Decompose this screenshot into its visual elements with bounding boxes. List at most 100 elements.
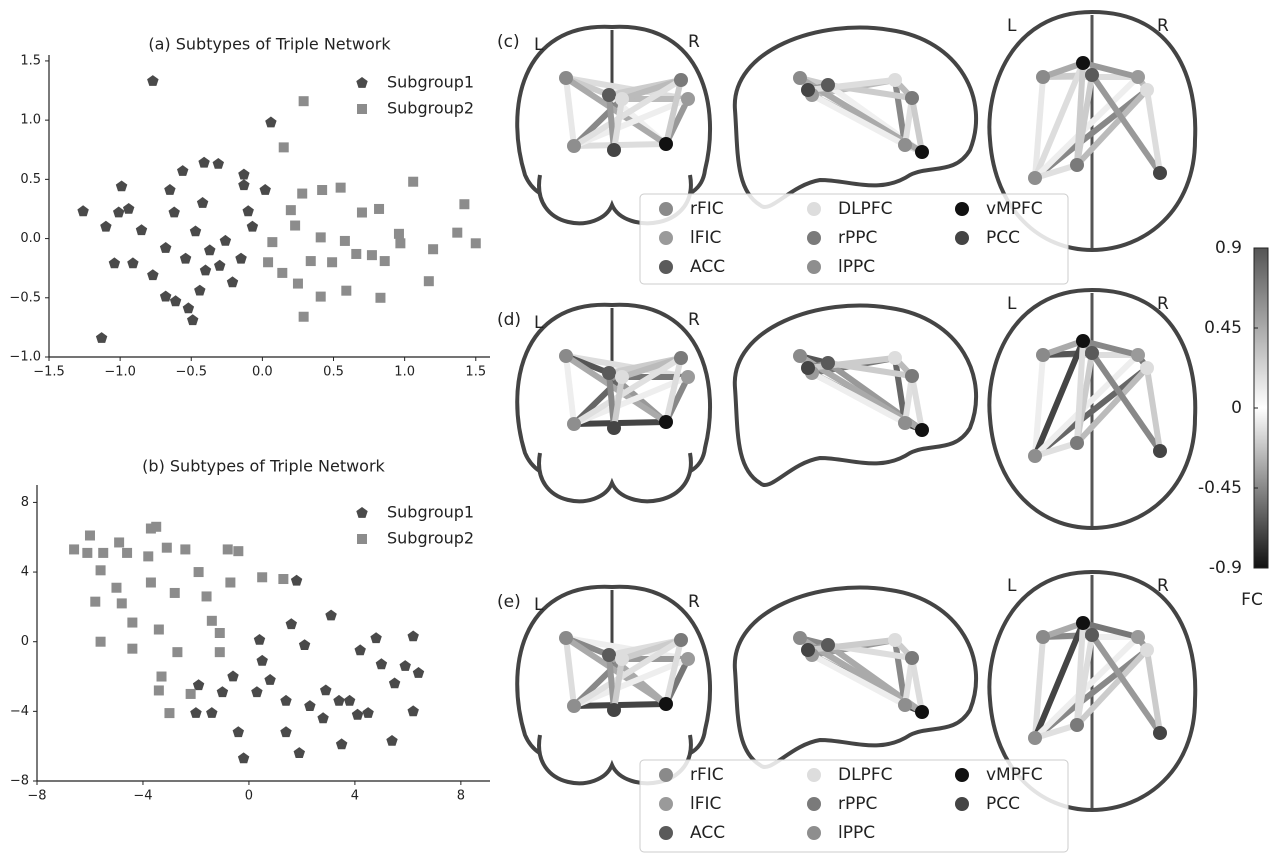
node	[1085, 68, 1099, 82]
point	[213, 158, 224, 169]
node	[559, 349, 573, 363]
point	[317, 712, 328, 723]
y-tick-label: 1.5	[20, 53, 41, 68]
node	[567, 699, 581, 713]
left-label: L	[1007, 576, 1017, 596]
node	[602, 366, 616, 380]
point	[316, 232, 326, 242]
legend-marker	[955, 231, 969, 245]
left-label: L	[534, 595, 544, 615]
legend-marker	[659, 826, 673, 840]
colorbar-label: FC	[1241, 590, 1263, 610]
point	[264, 674, 275, 685]
y-tick-label: 1.0	[20, 113, 41, 128]
point	[316, 292, 326, 302]
node	[898, 138, 912, 152]
point	[202, 591, 212, 601]
point	[306, 256, 316, 266]
legend-marker	[659, 768, 673, 782]
node	[1076, 56, 1090, 70]
right-label: R	[1157, 294, 1169, 314]
node	[888, 351, 902, 365]
node	[1140, 361, 1154, 375]
node	[567, 139, 581, 153]
legend-marker	[807, 231, 821, 245]
point	[294, 747, 305, 758]
point	[251, 686, 262, 697]
y-tick-label: −4	[10, 704, 29, 719]
y-tick-label: 0	[21, 634, 29, 649]
colorbar-tick-label: 0.45	[1204, 318, 1242, 338]
node	[801, 83, 815, 97]
legend-marker	[357, 534, 367, 544]
point	[225, 578, 235, 588]
node	[905, 91, 919, 105]
point	[341, 286, 351, 296]
node	[801, 361, 815, 375]
point	[169, 207, 180, 218]
point	[197, 197, 208, 208]
legend-label: PCC	[986, 794, 1020, 814]
point	[452, 228, 462, 238]
node	[821, 356, 835, 370]
point	[194, 567, 204, 577]
point	[127, 618, 137, 628]
point	[180, 253, 191, 264]
point	[117, 598, 127, 608]
node	[607, 421, 621, 435]
node	[888, 633, 902, 647]
point	[299, 312, 309, 322]
legend-label: lPPC	[838, 257, 875, 277]
point	[220, 235, 231, 246]
point	[299, 639, 310, 650]
point	[375, 293, 385, 303]
point	[85, 530, 95, 540]
legend-label: Subgroup2	[387, 99, 474, 118]
legend-marker	[659, 260, 673, 274]
point	[180, 544, 190, 554]
x-tick-label: 0.0	[252, 365, 273, 380]
y-tick-label: 0.5	[20, 172, 41, 187]
point	[187, 314, 198, 325]
colorbar-tick-label: 0	[1231, 398, 1242, 418]
point	[238, 179, 249, 190]
node	[821, 638, 835, 652]
point	[100, 221, 111, 232]
point	[116, 181, 128, 192]
node	[1028, 731, 1042, 745]
point	[154, 625, 164, 635]
point	[136, 224, 147, 235]
y-tick-label: −8	[10, 774, 29, 789]
point	[177, 165, 188, 176]
point	[160, 242, 172, 253]
node	[559, 631, 573, 645]
point	[247, 221, 258, 232]
point	[186, 689, 196, 699]
point	[355, 644, 366, 655]
point	[277, 268, 287, 278]
legend-label: lFIC	[690, 228, 721, 248]
node	[567, 417, 581, 431]
node	[674, 633, 688, 647]
node	[1070, 718, 1084, 732]
point	[380, 256, 390, 266]
node	[905, 651, 919, 665]
point	[413, 667, 424, 678]
point	[109, 257, 120, 268]
point	[280, 695, 291, 706]
node	[1070, 436, 1084, 450]
point	[207, 616, 217, 626]
point	[204, 244, 216, 255]
point	[170, 588, 180, 598]
point	[146, 578, 156, 588]
colorbar-tick-label: 0.9	[1215, 238, 1242, 258]
point	[386, 735, 397, 746]
point	[336, 183, 346, 193]
node	[1131, 70, 1145, 84]
point	[215, 628, 225, 638]
point	[96, 565, 106, 575]
node	[681, 92, 695, 106]
node	[1131, 348, 1145, 362]
point	[193, 679, 204, 690]
point	[96, 332, 107, 343]
